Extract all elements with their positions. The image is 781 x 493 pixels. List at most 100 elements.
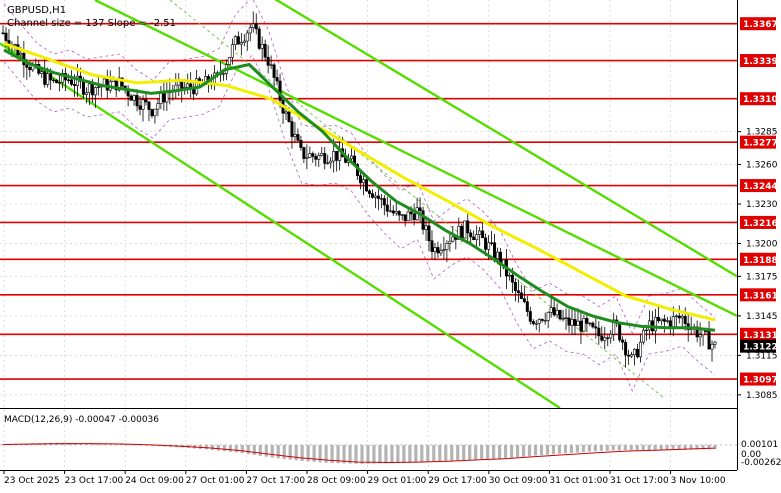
candle-body <box>129 95 133 101</box>
macd-bar <box>438 444 442 462</box>
level-badge-text: 1.3367 <box>743 20 778 30</box>
candle-body <box>463 220 467 239</box>
candle-body <box>135 95 139 107</box>
band-upper <box>3 0 716 334</box>
candle-body <box>591 322 595 328</box>
candle-body <box>370 193 374 198</box>
macd-bar <box>216 444 220 451</box>
candle-body <box>314 156 318 160</box>
candle-body <box>391 210 395 214</box>
macd-bar <box>336 444 340 464</box>
candle-body <box>490 242 494 244</box>
candle-body <box>75 75 79 86</box>
price-tick-label: 1.3145 <box>746 312 778 322</box>
level-badge <box>740 288 776 302</box>
time-tick-label: 31 Oct 17:00 <box>610 476 669 486</box>
price-tick-label: 1.3285 <box>746 128 778 138</box>
macd-bar <box>587 444 591 452</box>
time-tick-label: 23 Oct 2025 <box>4 476 60 486</box>
candle-body <box>427 225 431 241</box>
candle-body <box>430 240 434 252</box>
candle-body <box>546 312 550 321</box>
candle-body <box>558 310 562 320</box>
macd-bar <box>474 444 478 460</box>
macd-bar <box>617 444 621 451</box>
ma-yellow-line <box>3 41 716 322</box>
candle-body <box>439 250 443 254</box>
macd-bar <box>492 444 496 459</box>
time-tick-label: 28 Oct 09:00 <box>307 476 366 486</box>
ma-green-line <box>3 48 716 332</box>
candle-body <box>96 86 100 88</box>
price-tick-label: 1.3085 <box>746 391 778 401</box>
candle-body <box>287 111 291 122</box>
price-tick-label: 1.3175 <box>746 272 778 282</box>
candle-body <box>585 318 589 324</box>
candle-body <box>159 92 163 104</box>
macd-bar <box>408 444 412 463</box>
candle-body <box>567 317 571 326</box>
macd-bar <box>234 444 238 453</box>
macd-bar <box>360 444 364 464</box>
candle-body <box>144 99 148 103</box>
candle-body <box>317 155 321 160</box>
level-badge-text: 1.3188 <box>743 256 778 266</box>
macd-bar <box>641 444 645 451</box>
candle-body <box>379 198 383 200</box>
macd-bar <box>575 444 579 453</box>
candle-body <box>403 214 407 221</box>
candle-body <box>451 236 455 242</box>
moving-averages <box>3 41 716 332</box>
macd-bar <box>695 444 699 450</box>
macd-bar <box>204 444 209 450</box>
macd-bar <box>264 444 268 457</box>
candle-body <box>19 52 23 56</box>
macd-bar <box>701 444 705 450</box>
channel-line-upper-2 <box>274 0 738 278</box>
candle-body <box>549 307 553 313</box>
candle-body <box>639 341 643 358</box>
level-badge-text: 1.3310 <box>743 95 778 105</box>
candle-body <box>644 329 648 332</box>
macd-bar <box>444 444 448 461</box>
time-tick-label: 27 Oct 17:00 <box>246 476 305 486</box>
macd-bar <box>515 444 520 458</box>
macd-bar <box>246 444 250 455</box>
candle-body <box>67 79 71 82</box>
candle-body <box>55 79 59 84</box>
candle-body <box>612 319 616 335</box>
macd-bar <box>689 444 693 450</box>
candle-body <box>466 220 470 234</box>
macd-label: MACD(12,26,9) -0.00047 -0.00036 <box>4 415 159 425</box>
time-tick-label: 27 Oct 01:00 <box>186 476 245 486</box>
level-badge <box>740 327 776 341</box>
candle-body <box>230 44 234 58</box>
macd-bar <box>509 444 514 458</box>
candle-body <box>493 242 497 259</box>
candle-body <box>442 249 446 251</box>
macd-bar <box>426 444 430 462</box>
candle-body <box>70 79 74 85</box>
candle-body <box>603 337 607 341</box>
candle-body <box>487 242 491 250</box>
candle-body <box>52 79 56 82</box>
candle-body <box>186 83 190 88</box>
macd-bar <box>503 444 508 459</box>
candle-body <box>540 319 544 321</box>
candle-body <box>677 315 681 319</box>
candle-body <box>61 73 65 83</box>
candle-body <box>254 23 258 30</box>
macd-bar <box>671 444 675 451</box>
macd-bar <box>450 444 454 461</box>
candle-body <box>665 320 669 322</box>
candle-body <box>320 153 324 156</box>
price-tick-label: 1.3230 <box>746 200 778 210</box>
level-badge-text: 1.3131 <box>743 331 778 341</box>
macd-bar <box>647 444 651 451</box>
macd-bar <box>629 444 633 451</box>
macd-bar <box>210 444 215 450</box>
macd-bar <box>133 444 137 446</box>
macd-bar <box>372 444 376 464</box>
candle-body <box>332 151 336 162</box>
macd-bar <box>288 444 292 460</box>
